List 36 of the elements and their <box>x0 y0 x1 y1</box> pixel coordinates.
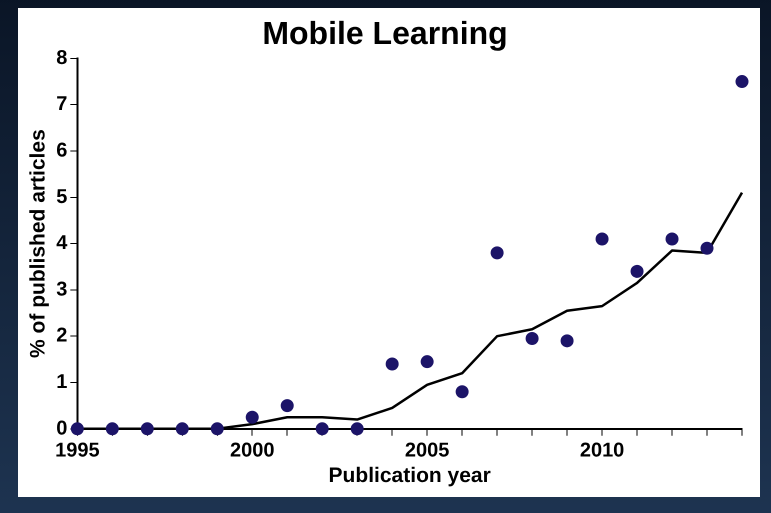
point <box>316 422 329 436</box>
point <box>560 334 574 348</box>
y-tick-label: 5 <box>56 186 68 208</box>
x-tick-label: 1995 <box>55 439 100 462</box>
point <box>246 410 259 424</box>
y-tick-label: 1 <box>56 371 68 394</box>
y-tick-label: 7 <box>56 93 68 116</box>
x-tick-label: 2005 <box>404 439 450 462</box>
point <box>70 422 84 436</box>
x-tick-label: 2000 <box>230 439 274 462</box>
point <box>280 399 294 412</box>
y-tick-label: 2 <box>56 324 68 347</box>
point <box>456 385 469 398</box>
y-tick-label: 4 <box>56 232 68 254</box>
point <box>420 355 434 368</box>
point <box>596 232 609 246</box>
y-tick-label: 8 <box>56 46 68 69</box>
point <box>210 422 224 436</box>
point <box>386 357 399 370</box>
point <box>526 332 539 346</box>
y-tick-label: 3 <box>56 278 68 300</box>
y-tick-label: 0 <box>56 417 68 440</box>
point <box>736 75 748 88</box>
point <box>140 422 154 436</box>
x-axis-title: Publication year <box>328 464 491 488</box>
point <box>630 264 644 278</box>
point <box>106 422 119 436</box>
point <box>700 242 714 255</box>
point <box>666 232 679 246</box>
point <box>350 422 364 436</box>
chart-title: Mobile Learning <box>262 15 508 52</box>
point <box>490 246 504 260</box>
y-axis-title: % of published articles <box>26 129 50 358</box>
x-tick-label: 2010 <box>580 439 624 462</box>
point <box>176 422 189 436</box>
y-tick-label: 6 <box>56 140 68 162</box>
